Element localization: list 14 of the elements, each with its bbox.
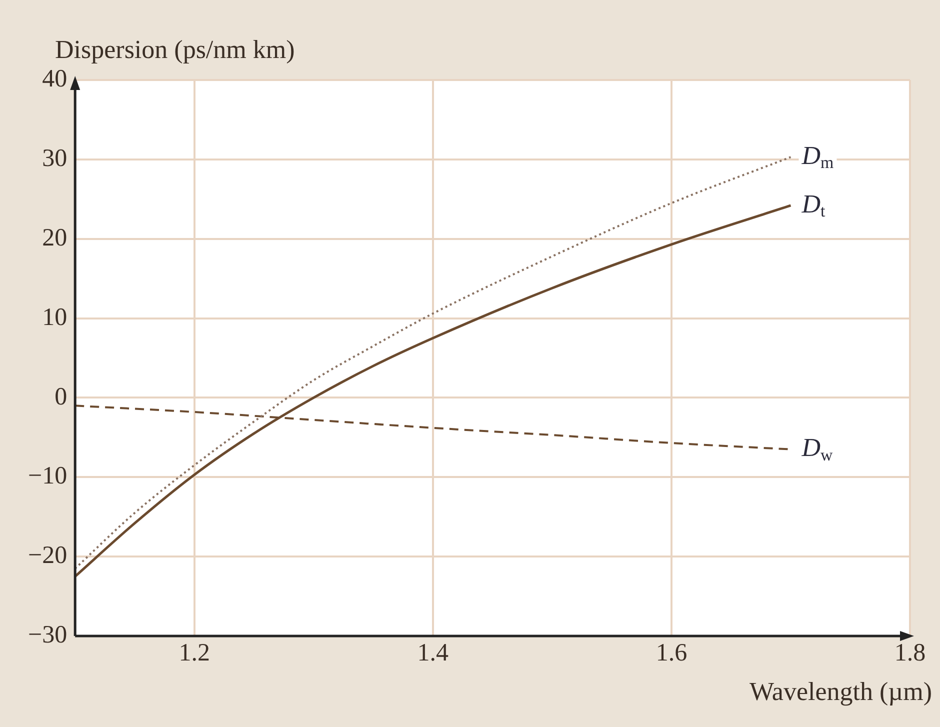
x-tick-label: 1.8 bbox=[894, 640, 926, 667]
x-axis-title: Wavelength (µm) bbox=[749, 677, 932, 706]
y-tick-label: 10 bbox=[42, 304, 68, 331]
y-tick-label: 30 bbox=[42, 144, 68, 172]
x-tick-label: 1.2 bbox=[178, 640, 210, 667]
y-tick-label: −20 bbox=[28, 542, 68, 570]
y-tick-label: −10 bbox=[28, 462, 68, 490]
y-tick-label: 20 bbox=[42, 224, 68, 252]
y-axis-title: Dispersion (ps/nm km) bbox=[55, 35, 295, 64]
y-tick-label: −30 bbox=[28, 622, 68, 649]
y-tick-label: 40 bbox=[42, 66, 68, 93]
x-tick-label: 1.4 bbox=[417, 640, 450, 667]
y-tick-label: 0 bbox=[54, 383, 68, 410]
x-tick-label: 1.6 bbox=[656, 640, 688, 667]
